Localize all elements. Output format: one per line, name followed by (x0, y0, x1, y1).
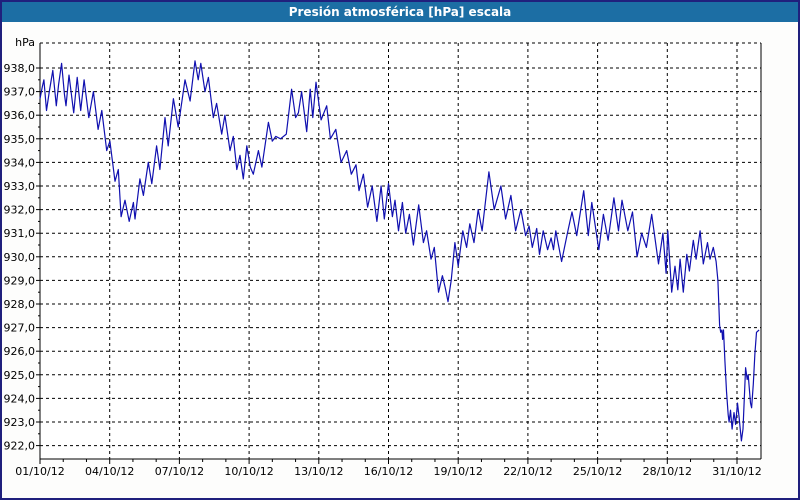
y-tick-label: 924,0 (4, 392, 36, 405)
y-tick-label: 933,0 (4, 180, 36, 193)
y-tick-label: 927,0 (4, 322, 36, 335)
x-tick-label: 01/10/12 (15, 465, 64, 478)
y-tick-label: 925,0 (4, 369, 36, 382)
x-tick-label: 28/10/12 (643, 465, 692, 478)
x-tick-label: 31/10/12 (712, 465, 761, 478)
y-tick-label: 938,0 (4, 62, 36, 75)
y-tick-label: 922,0 (4, 440, 36, 453)
plot-frame (39, 43, 762, 460)
pressure-line (39, 60, 760, 442)
y-axis-ticks (36, 67, 40, 447)
gridlines (40, 42, 761, 459)
x-tick-label: 25/10/12 (573, 465, 622, 478)
y-tick-label: 937,0 (4, 86, 36, 99)
y-tick-label: 923,0 (4, 416, 36, 429)
y-tick-label: 934,0 (4, 156, 36, 169)
y-tick-label: 935,0 (4, 133, 36, 146)
y-tick-label: 930,0 (4, 251, 36, 264)
y-tick-label: 936,0 (4, 109, 36, 122)
x-axis-ticks (39, 459, 738, 464)
y-tick-label: 931,0 (4, 227, 36, 240)
x-axis-labels: 01/10/12 04/10/12 07/10/12 10/10/12 13/10/12… (15, 465, 761, 478)
x-tick-label: 10/10/12 (224, 465, 273, 478)
y-tick-label: 932,0 (4, 204, 36, 217)
y-tick-label: 929,0 (4, 274, 36, 287)
y-axis-labels: 938,0 937,0 936,0 935,0 934,0 933,0 932,0 931,0… (4, 36, 36, 453)
chart-title: Presión atmosférica [hPa] escala (288, 5, 512, 19)
x-tick-label: 04/10/12 (85, 465, 134, 478)
x-tick-label: 13/10/12 (294, 465, 343, 478)
chart-title-bar: Presión atmosférica [hPa] escala (2, 2, 798, 22)
plot-area (40, 43, 761, 459)
x-tick-label: 07/10/12 (155, 465, 204, 478)
x-tick-label: 19/10/12 (433, 465, 482, 478)
y-tick-label: 926,0 (4, 345, 36, 358)
x-tick-label: 22/10/12 (503, 465, 552, 478)
y-tick-label: 928,0 (4, 298, 36, 311)
y-axis-unit-label: hPa (15, 36, 35, 49)
x-tick-label: 16/10/12 (364, 465, 413, 478)
